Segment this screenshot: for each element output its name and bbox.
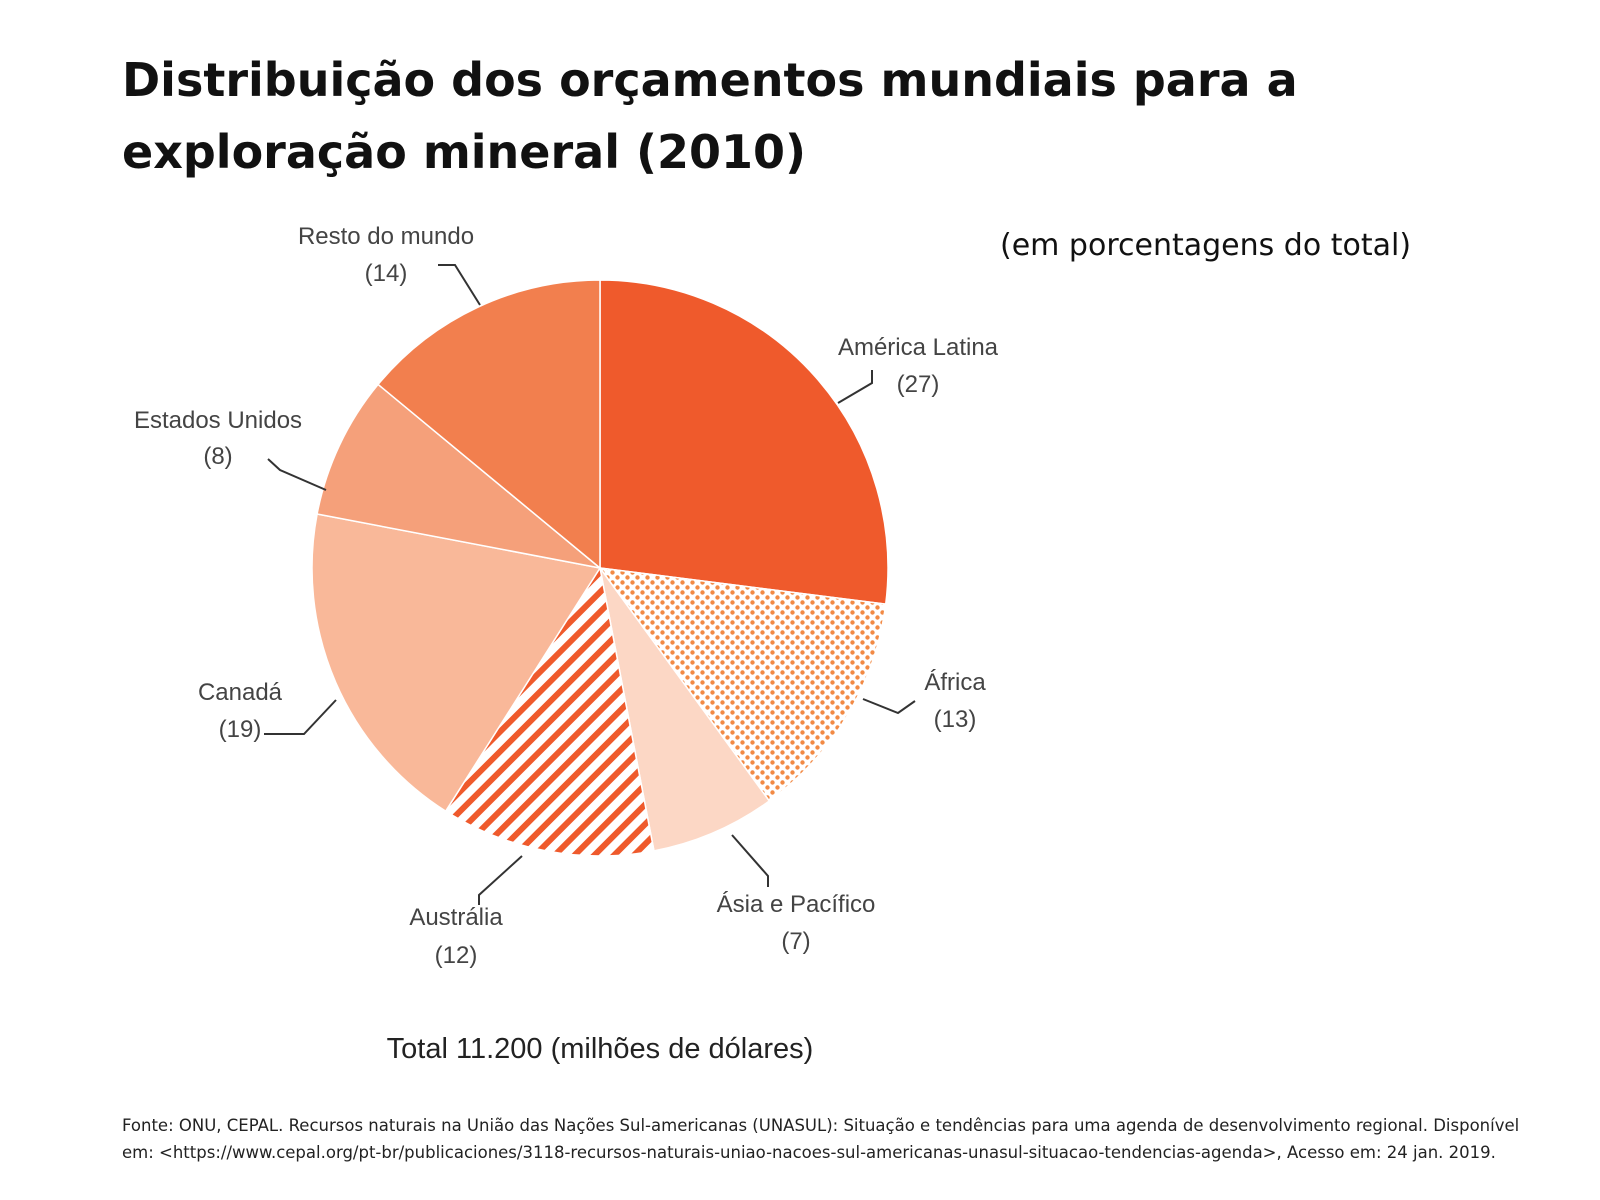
leader-line-asia-e-pacifico [731, 834, 769, 887]
leader-line-africa [862, 698, 916, 715]
leader-line-australia [478, 855, 523, 905]
leader-lines [264, 264, 916, 905]
leader-line-resto-do-mundo [438, 264, 481, 306]
slice-value-canada: (19) [219, 716, 262, 743]
slice-value-estados-unidos: (8) [203, 443, 232, 470]
pie-slice-resto-do-mundo [377, 279, 601, 570]
leader-line-canada [264, 699, 337, 735]
chart-title: Distribuição dos orçamentos mundiais par… [122, 53, 1298, 179]
slice-value-resto-do-mundo: (14) [365, 260, 408, 287]
pie-slice-canada [311, 513, 602, 813]
slice-label-africa: África [924, 669, 986, 696]
pie-slices [311, 279, 889, 857]
pie-slice-africa [598, 567, 887, 803]
unit-note: (em porcentagens do total) [1000, 228, 1412, 263]
pie-slice-estados-unidos [316, 383, 601, 569]
leader-line-america-latina [837, 370, 873, 404]
slice-labels: América Latina (27) África (13) Ásia e Pacíf… [134, 223, 999, 969]
slice-value-africa: (13) [934, 706, 977, 733]
slice-value-australia: (12) [435, 942, 478, 969]
slice-label-estados-unidos: Estados Unidos [134, 407, 302, 434]
total-label: Total 11.200 (milhões de dólares) [387, 1033, 814, 1065]
slice-value-asia-e-pacifico: (7) [781, 928, 810, 955]
slice-label-resto-do-mundo: Resto do mundo [298, 223, 474, 250]
slice-label-america-latina: América Latina [838, 334, 999, 361]
pie-slice-america-latina [599, 279, 889, 605]
source-note: Fonte: ONU, CEPAL. Recursos naturais na … [122, 1116, 1520, 1162]
slice-label-asia-e-pacifico: Ásia e Pacífico [717, 891, 876, 918]
slice-label-australia: Austrália [409, 904, 503, 931]
slice-label-canada: Canadá [198, 679, 283, 706]
slice-value-america-latina: (27) [897, 371, 940, 398]
pie-slice-asia-e-pacifico [599, 567, 771, 852]
pie-slice-australia [444, 565, 655, 857]
leader-line-estados-unidos [267, 458, 327, 491]
